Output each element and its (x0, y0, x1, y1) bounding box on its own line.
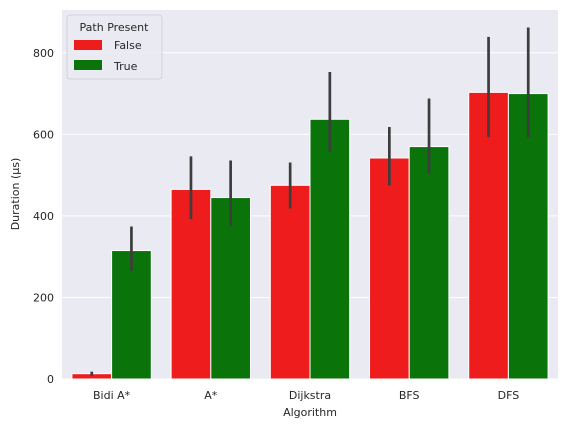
y-tick-labels: 0 200 400 600 800 (33, 47, 54, 386)
x-tick-labels: Bidi A* A* Dijkstra BFS DFS (93, 389, 519, 402)
legend-label-true: True (113, 60, 138, 73)
legend: Path Present False True (66, 14, 163, 80)
bar-false (269, 184, 311, 380)
y-tick-label: 200 (33, 291, 54, 304)
bar-true (309, 118, 351, 380)
bar-false (369, 157, 410, 380)
x-tick-label: BFS (399, 389, 420, 402)
y-tick-label: 0 (47, 373, 54, 386)
y-tick-label: 600 (33, 128, 54, 141)
bar-false (468, 91, 509, 380)
y-tick-label: 800 (33, 47, 54, 60)
y-axis-label: Duration (µs) (9, 158, 22, 231)
x-tick-label: DFS (498, 389, 520, 402)
bars (71, 91, 549, 380)
bar-true (210, 197, 251, 380)
legend-title: Path Present (80, 21, 150, 34)
legend-swatch-true (74, 60, 102, 70)
legend-label-false: False (114, 39, 142, 52)
legend-swatch-false (74, 40, 102, 50)
x-tick-label: Bidi A* (93, 389, 131, 402)
bar-true (507, 93, 549, 380)
x-tick-label: A* (204, 389, 218, 402)
y-tick-label: 400 (33, 210, 54, 223)
bar-true (408, 146, 450, 380)
x-axis-label: Algorithm (283, 406, 337, 419)
error-bars (90, 27, 530, 376)
x-tick-label: Dijkstra (289, 389, 331, 402)
